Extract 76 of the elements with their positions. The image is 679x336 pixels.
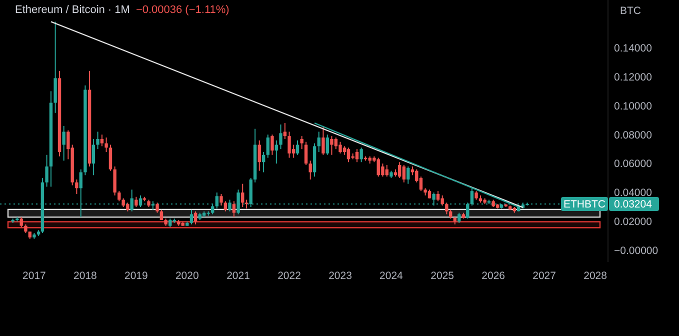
candlestick xyxy=(215,192,219,209)
candlestick xyxy=(360,147,363,163)
y-axis-title: BTC xyxy=(620,5,642,17)
x-tick-label: 2027 xyxy=(532,270,556,282)
candlestick xyxy=(330,136,334,156)
candlestick xyxy=(232,200,236,218)
candlestick xyxy=(156,202,159,214)
y-tick-label: 0.06000 xyxy=(614,158,652,170)
candlestick xyxy=(436,190,440,202)
y-tick-label: 0.14000 xyxy=(614,42,652,54)
candlestick xyxy=(108,144,112,172)
chart-title: Ethereum / Bitcoin · 1M xyxy=(15,4,130,16)
ref-line-label: ETHBTC xyxy=(564,198,606,211)
x-tick-label: 2023 xyxy=(328,270,352,282)
x-tick-label: 2017 xyxy=(22,270,46,282)
candlestick xyxy=(134,196,138,208)
candlestick xyxy=(113,166,116,196)
x-tick-label: 2028 xyxy=(584,270,608,282)
x-tick-label: 2025 xyxy=(430,270,454,282)
candlestick xyxy=(194,210,198,225)
candlestick xyxy=(270,134,274,156)
candlestick xyxy=(381,163,384,178)
candlestick xyxy=(300,136,304,150)
candlestick xyxy=(458,212,461,224)
candlestick xyxy=(45,154,48,188)
candlestick xyxy=(308,160,312,180)
y-tick-label: 0.02000 xyxy=(614,216,652,228)
candlestick xyxy=(104,137,108,152)
candlestick xyxy=(355,148,359,163)
candlestick xyxy=(190,209,194,225)
y-tick-label: −0.00000 xyxy=(614,245,658,258)
candlestick xyxy=(279,124,282,150)
x-tick-label: 2021 xyxy=(226,270,250,282)
annotation: −0.00036 (−1.11%) xyxy=(136,4,230,16)
candlestick xyxy=(228,199,232,212)
candlestick xyxy=(317,131,320,152)
candlestick xyxy=(262,151,266,173)
candlestick xyxy=(62,125,66,162)
candlestick xyxy=(398,162,402,179)
candlestick xyxy=(445,202,448,215)
x-tick-label: 2022 xyxy=(278,270,302,282)
candlestick xyxy=(130,189,134,212)
candlestick xyxy=(326,134,329,156)
text: 0.03204 xyxy=(614,198,652,211)
candlestick xyxy=(288,131,291,158)
x-tick-label: 2024 xyxy=(380,270,404,282)
y-tick-label: 0.10000 xyxy=(614,100,652,112)
candlestick xyxy=(220,193,223,206)
candlestick xyxy=(100,134,104,147)
candlestick xyxy=(20,216,23,228)
candlestick xyxy=(118,190,121,202)
candlestick xyxy=(334,137,338,150)
candlestick xyxy=(224,200,228,212)
y-tick-label: 0.12000 xyxy=(614,71,652,84)
candlestick xyxy=(406,166,410,184)
x-tick-label: 2026 xyxy=(482,270,506,282)
candlestick xyxy=(440,194,444,206)
candlestick xyxy=(346,147,350,163)
candlestick xyxy=(92,138,96,176)
candlestick xyxy=(258,140,261,172)
y-tick-label: 0.08000 xyxy=(614,129,652,142)
x-tick-label: 2018 xyxy=(74,270,98,282)
candlestick xyxy=(296,140,300,156)
candlestick xyxy=(266,134,270,158)
candlestick xyxy=(96,131,100,150)
candlestick xyxy=(322,125,325,156)
candlestick xyxy=(75,178,78,194)
y-tick-label: 0.04000 xyxy=(614,187,652,200)
candlestick xyxy=(241,183,244,208)
candlestick xyxy=(304,141,308,166)
x-tick-label: 2020 xyxy=(175,270,199,282)
candlestick xyxy=(338,141,342,154)
candlestick xyxy=(138,194,142,208)
candlestick xyxy=(402,164,406,183)
x-tick-label: 2019 xyxy=(124,270,148,282)
candlestick xyxy=(283,122,287,140)
